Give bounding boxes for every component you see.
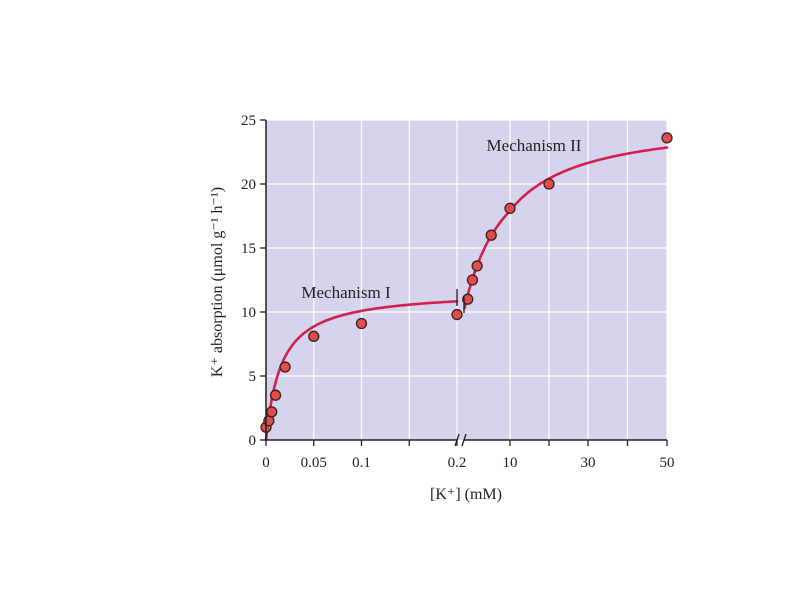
- gridlines: [266, 119, 668, 440]
- data-point: [471, 260, 483, 272]
- annotation-mechanism-1: Mechanism I: [301, 283, 391, 302]
- data-point: [543, 178, 555, 190]
- plot-background: [266, 120, 667, 440]
- fit-curve-low: [264, 299, 459, 442]
- y-tick-label: 25: [241, 113, 256, 129]
- data-point: [269, 389, 282, 401]
- x-ticks: 0 0.05 0.1 0.2 10 30 50: [262, 440, 675, 471]
- y-tick-label: 15: [241, 241, 256, 257]
- x-tick-label: 0: [262, 455, 270, 471]
- data-points: [260, 132, 673, 433]
- y-ticks: 0 5 10 15 20 25: [241, 113, 266, 449]
- x-tick-label: 0.2: [448, 455, 467, 471]
- y-tick-label: 0: [249, 433, 257, 449]
- x-tick-label: 10: [503, 455, 518, 471]
- x-tick-label: 30: [581, 455, 596, 471]
- data-point: [504, 202, 516, 214]
- x-tick-label: 0.1: [352, 455, 371, 471]
- x-axis-title: [K⁺] (mM): [430, 486, 502, 503]
- data-point: [355, 317, 368, 330]
- plot-area: [260, 119, 673, 442]
- data-point: [466, 274, 479, 286]
- fit-curve-high: [463, 146, 669, 310]
- data-point: [308, 330, 320, 342]
- fit-curves: [264, 146, 669, 442]
- data-point: [462, 293, 474, 305]
- y-axis: 0 5 10 15 20 25: [241, 113, 267, 449]
- axis-break-slash-right: [461, 433, 467, 447]
- data-point: [266, 406, 278, 418]
- x-tick-label: 50: [660, 455, 675, 471]
- y-axis-title: K⁺ absorption (μmol g⁻¹ h⁻¹): [209, 187, 226, 377]
- data-point: [661, 132, 673, 144]
- data-point: [279, 361, 291, 373]
- y-tick-label: 5: [249, 369, 257, 385]
- y-tick-label: 10: [241, 305, 256, 321]
- annotation-mechanism-2: Mechanism II: [487, 136, 582, 155]
- y-tick-label: 20: [241, 177, 256, 193]
- data-point: [485, 229, 497, 241]
- break-markers: [456, 289, 465, 313]
- x-tick-label: 0.05: [301, 455, 327, 471]
- x-axis: 0 0.05 0.1 0.2 10 30 50: [262, 433, 675, 471]
- data-point: [451, 308, 463, 321]
